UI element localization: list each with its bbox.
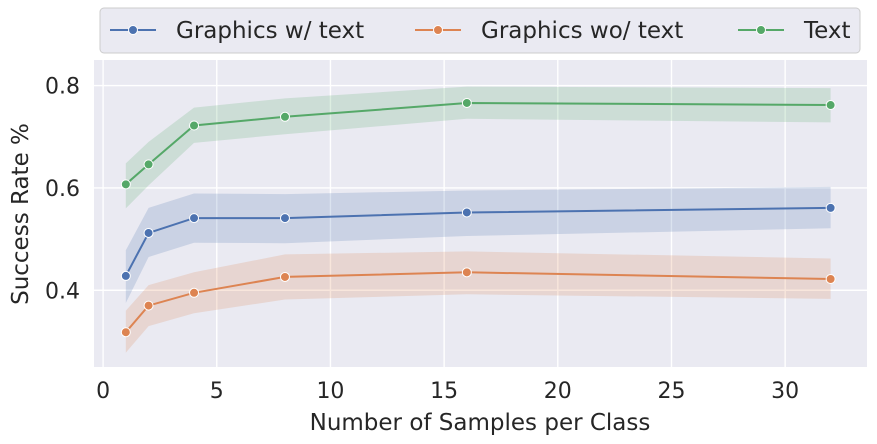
point-series-0-5 [825,202,836,213]
y-tick-label-2: 0.8 [45,75,80,100]
grid-lines [94,60,867,367]
point-series-1-5 [825,273,836,284]
point-series-1-0 [120,327,131,338]
x-tick-label-6: 30 [771,379,799,404]
point-series-1-4 [461,267,472,278]
point-series-2-2 [189,120,200,131]
point-series-2-4 [461,97,472,108]
point-series-0-0 [120,270,131,281]
line-series-0 [124,206,831,277]
y-tick-label-0: 0.4 [45,279,80,304]
point-series-0-3 [279,213,290,224]
point-series-0-4 [461,207,472,218]
y-axis-title: Success Rate % [8,123,34,305]
line-series-2 [125,101,831,186]
line-series-1 [125,271,831,333]
point-series-2-3 [279,111,290,122]
x-tick-label-1: 5 [210,379,224,404]
point-series-0-1 [143,227,154,238]
point-series-1-3 [279,271,290,282]
legend-marker-2 [756,25,766,35]
series-points [120,97,836,338]
x-tick-label-4: 20 [544,379,572,404]
legend: Graphics w/ text Graphics wo/ text Text [99,7,861,54]
legend-label-1: Graphics wo/ text [481,18,683,44]
legend-marker-1 [433,25,443,35]
x-tick-label-5: 25 [657,379,685,404]
series-lines [124,101,831,333]
y-tick-labels: 0.4 0.6 0.8 [45,75,80,305]
point-series-2-0 [120,179,131,190]
legend-box [99,7,861,54]
x-tick-labels: 0 5 10 15 20 25 30 [96,379,799,404]
x-tick-label-3: 15 [430,379,458,404]
x-tick-label-2: 10 [316,379,344,404]
point-series-2-1 [143,159,154,170]
x-tick-label-0: 0 [96,379,110,404]
legend-marker-0 [128,25,138,35]
point-series-0-2 [189,213,200,224]
x-axis-title: Number of Samples per Class [310,410,651,436]
point-series-2-5 [825,100,836,111]
y-tick-label-1: 0.6 [45,177,80,202]
ci-band-series-0 [125,186,831,303]
legend-label-2: Text [803,18,851,44]
point-series-1-2 [189,287,200,298]
point-series-1-1 [143,300,154,311]
plot-background [94,60,867,367]
ci-band-series-2 [125,86,831,209]
legend-label-0: Graphics w/ text [176,18,364,44]
